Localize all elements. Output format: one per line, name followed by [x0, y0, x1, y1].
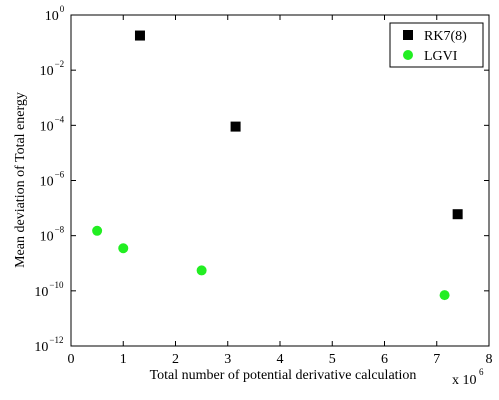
data-point-rk78	[452, 209, 463, 220]
data-point-rk78	[230, 121, 241, 132]
y-tick-label-exponent: −4	[55, 114, 65, 124]
y-tick-label-exponent: −12	[49, 335, 63, 345]
y-tick-label-base: 10	[40, 64, 54, 79]
y-tick-label-base: 10	[34, 285, 48, 300]
points-layer	[92, 30, 463, 301]
x-axis-multiplier: x 10 6	[452, 367, 484, 388]
data-point-lgvi	[92, 225, 103, 236]
y-tick-label-base: 10	[40, 230, 54, 245]
x-tick-label: 6	[381, 352, 388, 367]
x-tick-label: 4	[277, 352, 284, 367]
y-tick-label-base: 10	[40, 119, 54, 134]
y-tick-label-base: 10	[40, 175, 54, 190]
x-multiplier-base: x 10	[452, 373, 477, 388]
legend: RK7(8) LGVI	[389, 22, 484, 68]
x-tick-label: 1	[120, 352, 127, 367]
x-tick-label: 8	[486, 352, 493, 367]
y-axis-title: Mean deviation of Total energy	[13, 92, 28, 268]
y-tick-label-exponent: −8	[55, 225, 65, 235]
x-axis-title: Total number of potential derivative cal…	[150, 368, 417, 383]
plot-area	[70, 14, 490, 347]
data-point-lgvi	[196, 265, 207, 276]
data-point-lgvi	[439, 290, 450, 301]
legend-label-rk78: RK7(8)	[424, 29, 467, 44]
legend-marker-rk78	[403, 30, 413, 40]
y-tick-label-base: 10	[45, 9, 59, 24]
data-point-lgvi	[118, 243, 129, 254]
legend-marker-lgvi	[403, 50, 413, 60]
y-tick-label-exponent: −10	[49, 280, 64, 290]
y-tick-label-exponent: −2	[55, 59, 65, 69]
y-tick-label-base: 10	[34, 340, 48, 355]
data-point-rk78	[134, 30, 145, 41]
legend-label-lgvi: LGVI	[424, 49, 458, 64]
y-tick-label-exponent: 0	[60, 4, 65, 14]
x-multiplier-exponent: 6	[479, 367, 484, 377]
x-tick-label: 2	[172, 352, 179, 367]
y-tick-label-exponent: −6	[55, 170, 65, 180]
x-tick-label: 7	[433, 352, 440, 367]
x-tick-label: 3	[224, 352, 231, 367]
x-tick-label: 5	[329, 352, 336, 367]
x-tick-label: 0	[68, 352, 75, 367]
